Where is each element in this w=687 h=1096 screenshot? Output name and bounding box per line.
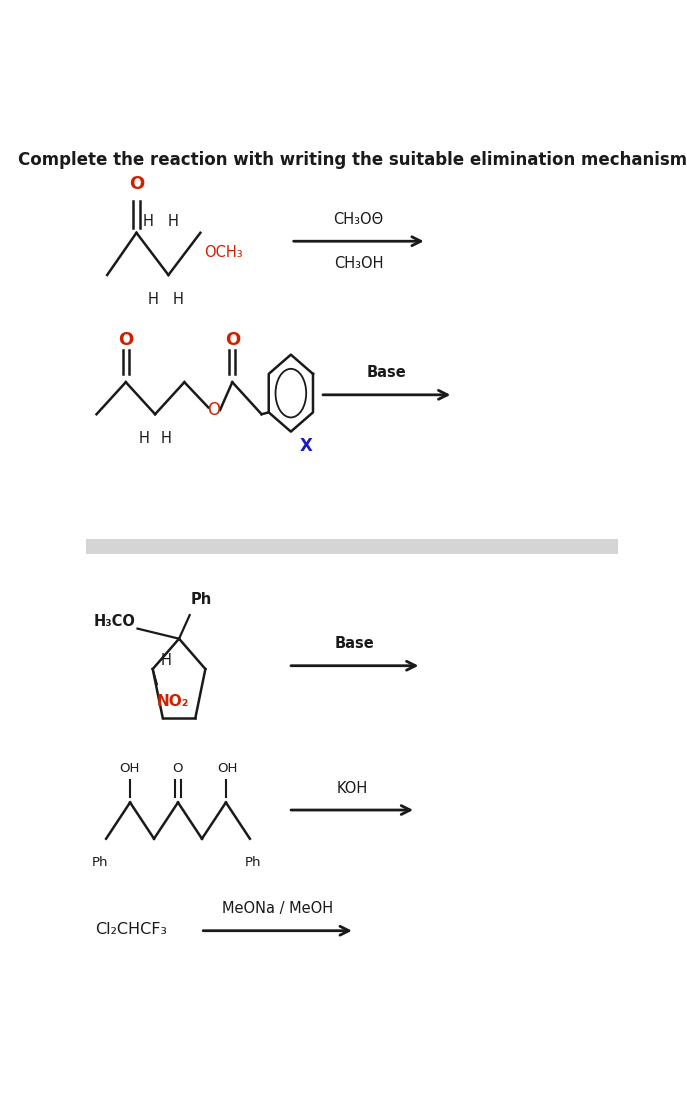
Text: X: X bbox=[300, 436, 313, 455]
Text: MeONa / MeOH: MeONa / MeOH bbox=[222, 901, 333, 916]
Text: Complete the reaction with writing the suitable elimination mechanism: Complete the reaction with writing the s… bbox=[18, 151, 686, 169]
Text: CH₃OΘ: CH₃OΘ bbox=[334, 212, 384, 227]
Text: OH: OH bbox=[119, 763, 139, 776]
Text: H: H bbox=[139, 431, 150, 446]
Text: H₃CO: H₃CO bbox=[93, 615, 135, 629]
Text: Ph: Ph bbox=[191, 592, 212, 607]
Text: O: O bbox=[129, 175, 144, 193]
Text: O: O bbox=[118, 331, 133, 349]
Text: OH: OH bbox=[217, 763, 237, 776]
Text: Base: Base bbox=[367, 365, 407, 380]
Text: NO₂: NO₂ bbox=[157, 695, 190, 709]
Bar bbox=[86, 539, 618, 555]
Text: O: O bbox=[225, 331, 240, 349]
Text: Ph: Ph bbox=[245, 856, 261, 869]
Text: Cl₂CHCF₃: Cl₂CHCF₃ bbox=[95, 922, 168, 936]
Text: H: H bbox=[172, 292, 183, 307]
Text: H: H bbox=[160, 431, 171, 446]
Text: OCH₃: OCH₃ bbox=[205, 246, 243, 261]
Text: CH₃OH: CH₃OH bbox=[334, 255, 383, 271]
Text: H: H bbox=[148, 292, 159, 307]
Text: H: H bbox=[143, 214, 154, 229]
Text: KOH: KOH bbox=[337, 780, 368, 796]
Text: Base: Base bbox=[335, 637, 374, 651]
Text: Ph: Ph bbox=[91, 856, 108, 869]
Text: O: O bbox=[172, 763, 183, 776]
Text: O: O bbox=[207, 401, 220, 419]
Text: H: H bbox=[167, 214, 178, 229]
Text: H: H bbox=[161, 653, 172, 669]
